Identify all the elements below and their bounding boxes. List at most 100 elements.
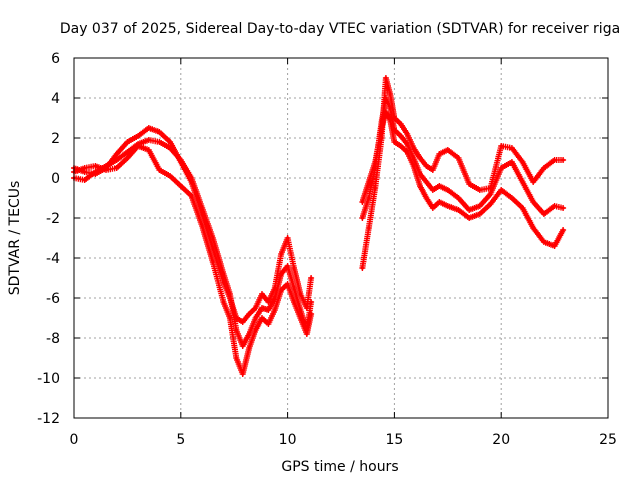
data-point	[360, 200, 364, 204]
data-point	[437, 184, 441, 188]
data-point	[392, 140, 396, 144]
data-point	[467, 182, 471, 186]
data-point	[510, 160, 514, 164]
data-point	[253, 328, 258, 332]
data-point	[405, 132, 409, 136]
data-point	[510, 196, 514, 200]
data-point	[367, 180, 371, 184]
data-point	[298, 292, 303, 296]
data-point	[367, 196, 371, 200]
data-point	[542, 240, 546, 244]
x-tick-label: 25	[599, 432, 617, 448]
data-point	[115, 166, 119, 170]
y-tick-label: -4	[46, 251, 60, 267]
data-point	[531, 180, 535, 184]
chart-title: Day 037 of 2025, Sidereal Day-to-day VTE…	[60, 21, 620, 37]
data-point	[367, 226, 371, 230]
data-point	[373, 186, 377, 190]
data-point	[241, 320, 245, 324]
data-point	[260, 292, 264, 296]
x-tick-label: 0	[70, 432, 79, 448]
data-point	[384, 110, 388, 114]
data-point	[520, 180, 525, 184]
data-point	[488, 192, 493, 196]
x-tick-label: 10	[279, 432, 297, 448]
data-point	[241, 344, 245, 348]
data-point	[520, 206, 525, 210]
data-point	[412, 164, 416, 168]
data-point	[279, 288, 283, 292]
data-point	[247, 312, 251, 316]
data-point	[104, 164, 108, 168]
data-point	[418, 172, 422, 176]
data-point	[241, 372, 245, 376]
data-point	[309, 276, 313, 280]
data-point	[553, 204, 557, 208]
data-point	[418, 156, 422, 160]
data-point	[305, 332, 309, 336]
data-point	[189, 176, 194, 180]
data-point	[228, 292, 232, 296]
data-point	[437, 152, 441, 156]
y-tick-label: 4	[51, 91, 60, 107]
data-point	[93, 164, 97, 168]
data-point	[234, 328, 238, 332]
data-point	[478, 204, 482, 208]
data-point	[456, 208, 461, 212]
data-point	[136, 144, 140, 148]
data-point	[104, 168, 108, 172]
data-point	[83, 178, 87, 182]
data-point	[542, 212, 546, 216]
data-point	[93, 170, 97, 174]
data-point	[431, 168, 435, 172]
data-point	[125, 150, 129, 154]
data-point	[292, 266, 296, 270]
data-point	[273, 308, 277, 312]
data-point	[561, 206, 565, 210]
data-point	[424, 196, 429, 200]
series-trace-6	[359, 109, 567, 249]
data-point	[115, 152, 119, 156]
data-point	[115, 158, 119, 162]
data-point	[189, 194, 194, 198]
data-series	[71, 75, 567, 377]
data-point	[388, 118, 392, 122]
data-point	[234, 356, 238, 360]
data-point	[157, 130, 162, 134]
data-point	[553, 158, 557, 162]
data-point	[553, 244, 557, 248]
data-point	[168, 174, 172, 178]
data-point	[431, 206, 435, 210]
data-point	[520, 160, 525, 164]
y-tick-label: 6	[51, 51, 60, 67]
data-point	[147, 148, 151, 152]
data-point	[279, 252, 283, 256]
data-point	[211, 260, 215, 264]
data-point	[228, 316, 232, 320]
x-axis-label: GPS time / hours	[281, 459, 398, 475]
data-point	[147, 138, 151, 142]
y-tick-label: -6	[46, 291, 60, 307]
data-point	[247, 332, 251, 336]
data-point	[179, 184, 183, 188]
data-point	[266, 308, 270, 312]
data-point	[388, 92, 392, 96]
data-point	[211, 236, 215, 240]
data-point	[179, 158, 183, 162]
data-point	[221, 272, 226, 276]
data-point	[510, 146, 514, 150]
data-point	[136, 134, 140, 138]
data-point	[360, 216, 364, 220]
data-point	[168, 146, 172, 150]
data-point	[360, 266, 364, 270]
data-point	[384, 76, 388, 80]
data-point	[561, 158, 565, 162]
data-point	[147, 126, 151, 130]
data-point	[292, 286, 296, 290]
data-point	[168, 140, 172, 144]
data-point	[309, 300, 313, 304]
data-point	[446, 204, 450, 208]
data-point	[260, 316, 264, 320]
data-point	[478, 188, 482, 192]
